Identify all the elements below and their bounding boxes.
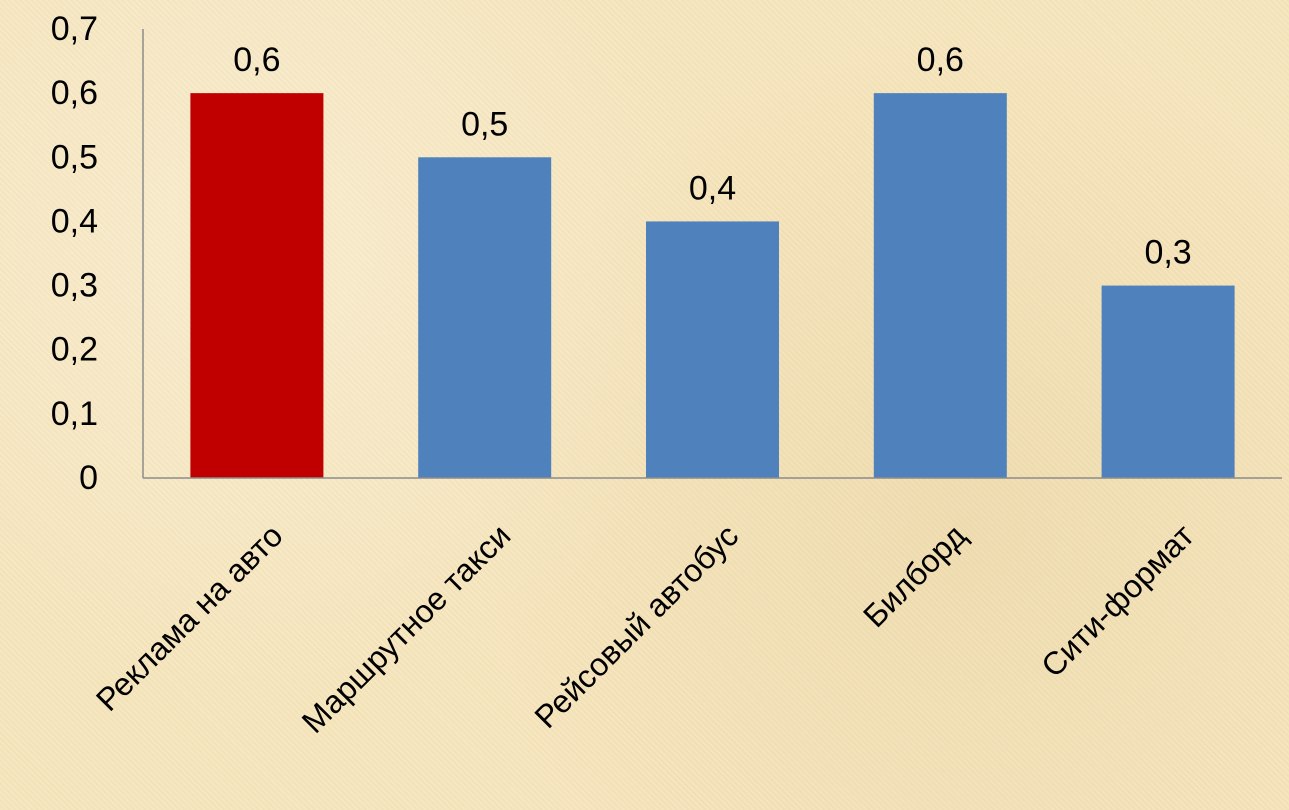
data-label: 0,3 (1144, 234, 1191, 272)
y-tick-label: 0,6 (51, 74, 98, 112)
y-tick-label: 0 (79, 459, 98, 497)
x-tick-label: Реклама на авто (89, 517, 290, 718)
data-labels: 0,6 0,5 0,4 0,6 0,3 (233, 41, 1191, 271)
data-label: 0,6 (233, 41, 280, 79)
bar (190, 93, 324, 479)
bar (418, 157, 552, 479)
data-label: 0,5 (461, 105, 508, 143)
x-tick-label: Билборд (856, 517, 973, 634)
y-tick-label: 0,3 (51, 267, 98, 305)
data-label: 0,4 (689, 169, 736, 207)
y-tick-label: 0,5 (51, 138, 98, 176)
y-tick-label: 0,4 (51, 202, 98, 240)
x-tick-label: Маршрутное такси (295, 517, 518, 740)
bar (873, 93, 1007, 479)
y-tick-label: 0,1 (51, 395, 98, 433)
category-labels: Реклама на авто Маршрутное такси Рейсовый … (89, 517, 1201, 740)
bars (190, 93, 1235, 479)
y-tick-label: 0,7 (51, 10, 98, 48)
y-tick-label: 0,2 (51, 331, 98, 369)
x-tick-label: Рейсовый автобус (527, 517, 745, 735)
bar (1101, 285, 1235, 478)
x-tick-label: Сити-формат (1034, 517, 1201, 684)
y-axis-ticks: 0 0,1 0,2 0,3 0,4 0,5 0,6 0,7 (51, 10, 98, 497)
bar (646, 221, 779, 478)
data-label: 0,6 (917, 41, 964, 79)
